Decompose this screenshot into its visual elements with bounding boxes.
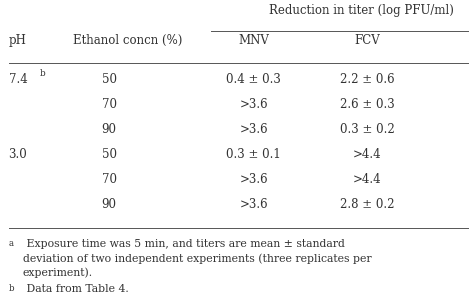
Text: MNV: MNV [238, 34, 269, 47]
Text: a: a [9, 239, 14, 249]
Text: >3.6: >3.6 [239, 198, 268, 211]
Text: >3.6: >3.6 [239, 173, 268, 186]
Text: 0.4 ± 0.3: 0.4 ± 0.3 [226, 73, 281, 86]
Text: 2.8 ± 0.2: 2.8 ± 0.2 [340, 198, 394, 211]
Text: FCV: FCV [355, 34, 380, 47]
Text: 70: 70 [101, 173, 117, 186]
Text: >4.4: >4.4 [353, 173, 382, 186]
Text: b: b [9, 284, 14, 293]
Text: Data from Table 4.: Data from Table 4. [23, 284, 128, 294]
Text: 0.3 ± 0.1: 0.3 ± 0.1 [226, 148, 281, 161]
Text: >3.6: >3.6 [239, 123, 268, 136]
Text: 50: 50 [101, 148, 117, 161]
Text: >4.4: >4.4 [353, 148, 382, 161]
Text: 90: 90 [101, 198, 117, 211]
Text: >3.6: >3.6 [239, 98, 268, 111]
Text: 7.4: 7.4 [9, 73, 27, 86]
Text: 2.6 ± 0.3: 2.6 ± 0.3 [340, 98, 395, 111]
Text: pH: pH [9, 34, 27, 47]
Text: 70: 70 [101, 98, 117, 111]
Text: 3.0: 3.0 [9, 148, 27, 161]
Text: 90: 90 [101, 123, 117, 136]
Text: b: b [39, 69, 45, 78]
Text: Ethanol concn (%): Ethanol concn (%) [73, 34, 183, 47]
Text: 2.2 ± 0.6: 2.2 ± 0.6 [340, 73, 395, 86]
Text: 50: 50 [101, 73, 117, 86]
Text: Exposure time was 5 min, and titers are mean ± standard
deviation of two indepen: Exposure time was 5 min, and titers are … [23, 239, 371, 278]
Text: 0.3 ± 0.2: 0.3 ± 0.2 [340, 123, 395, 136]
Text: Reduction in titer (log PFU/ml): Reduction in titer (log PFU/ml) [268, 4, 454, 17]
